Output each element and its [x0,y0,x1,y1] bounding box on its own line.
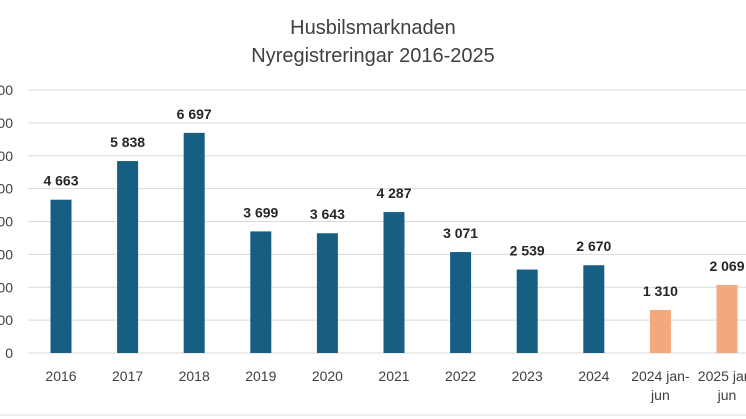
y-tick-label: 3 000 [0,246,13,262]
bar [583,265,605,353]
x-tick-label: 2020 [312,368,343,384]
x-tick-label: 2017 [112,368,143,384]
bar [383,212,405,353]
y-tick-label: 0 [5,345,13,361]
bar [450,252,472,353]
data-label: 4 663 [43,173,78,189]
x-tick-label: 2024 jan- [631,368,690,384]
y-tick-label: 6 000 [0,148,13,164]
bar [183,132,205,353]
bar [316,233,338,353]
y-tick-label: 8 000 [0,82,13,98]
data-label: 3 643 [310,206,345,222]
x-tick-label: 2018 [179,368,210,384]
x-tick-label: jun [650,387,670,403]
data-label: 1 310 [643,283,678,299]
bar [117,161,139,353]
y-tick-label: 7 000 [0,115,13,131]
x-tick-label: 2021 [378,368,409,384]
y-tick-label: 4 000 [0,214,13,230]
data-label: 3 699 [243,204,278,220]
bar [250,231,272,353]
bar [50,199,72,353]
chart-title-line-1: Husbilsmarknaden [290,17,456,39]
data-label: 5 838 [110,134,145,150]
data-label: 6 697 [177,106,212,122]
data-label: 2 539 [510,243,545,259]
bar [516,269,538,353]
data-label: 2 670 [576,238,611,254]
data-label: 4 287 [376,185,411,201]
x-tick-label: 2019 [245,368,276,384]
x-tick-label: 2024 [578,368,609,384]
x-tick-label: 2025 jan- [698,368,746,384]
x-tick-label: 2016 [45,368,76,384]
y-tick-label: 2 000 [0,279,13,295]
x-tick-label: 2022 [445,368,476,384]
bar [649,309,671,353]
chart-title-line-2: Nyregistreringar 2016-2025 [251,45,494,67]
y-tick-label: 1 000 [0,312,13,328]
data-label: 2 069 [709,258,744,274]
bar [716,284,738,353]
data-label: 3 071 [443,225,478,241]
y-tick-label: 5 000 [0,181,13,197]
x-tick-label: 2023 [512,368,543,384]
x-tick-label: jun [717,387,737,403]
